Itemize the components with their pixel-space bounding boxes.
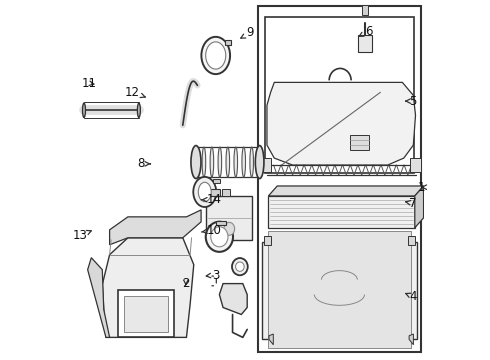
Polygon shape <box>88 258 110 337</box>
Ellipse shape <box>211 227 228 247</box>
Polygon shape <box>350 135 369 150</box>
Ellipse shape <box>236 262 244 271</box>
Bar <box>225 40 231 45</box>
Polygon shape <box>410 158 421 172</box>
Text: 14: 14 <box>201 193 222 206</box>
Bar <box>265 17 414 173</box>
Text: 4: 4 <box>406 290 416 303</box>
Polygon shape <box>269 186 423 196</box>
Ellipse shape <box>210 147 214 177</box>
Ellipse shape <box>258 147 262 177</box>
Text: 6: 6 <box>359 25 372 38</box>
Text: 3: 3 <box>206 269 220 282</box>
Text: 12: 12 <box>124 86 146 99</box>
Text: 11: 11 <box>81 77 97 90</box>
Ellipse shape <box>218 147 221 177</box>
Text: 8: 8 <box>137 157 150 170</box>
Ellipse shape <box>191 145 201 179</box>
Bar <box>213 179 220 183</box>
Polygon shape <box>262 242 417 339</box>
Ellipse shape <box>250 147 253 177</box>
Ellipse shape <box>255 145 264 179</box>
Polygon shape <box>409 334 414 345</box>
Polygon shape <box>259 158 270 172</box>
Ellipse shape <box>234 147 238 177</box>
Ellipse shape <box>138 103 140 117</box>
Ellipse shape <box>206 42 226 69</box>
Ellipse shape <box>232 258 248 275</box>
Text: 5: 5 <box>406 95 416 108</box>
Ellipse shape <box>206 222 233 252</box>
Polygon shape <box>110 210 201 245</box>
Bar <box>216 221 226 225</box>
Bar <box>258 6 421 352</box>
Polygon shape <box>119 289 174 337</box>
Ellipse shape <box>242 147 245 177</box>
Polygon shape <box>415 186 423 228</box>
Bar <box>222 189 230 196</box>
Polygon shape <box>269 196 415 228</box>
Text: 10: 10 <box>201 224 222 237</box>
Ellipse shape <box>198 182 211 202</box>
Polygon shape <box>220 284 247 315</box>
Bar <box>362 5 368 15</box>
Polygon shape <box>359 35 371 53</box>
Text: 1: 1 <box>418 181 427 194</box>
Bar <box>408 237 415 246</box>
Bar <box>210 189 220 196</box>
Ellipse shape <box>224 222 235 235</box>
Polygon shape <box>206 196 252 240</box>
Ellipse shape <box>82 103 85 117</box>
Ellipse shape <box>193 177 216 207</box>
Text: 9: 9 <box>241 27 254 40</box>
Ellipse shape <box>201 37 230 74</box>
Ellipse shape <box>226 147 230 177</box>
Text: 13: 13 <box>73 229 91 242</box>
Ellipse shape <box>202 147 206 177</box>
Text: 7: 7 <box>406 197 416 210</box>
Polygon shape <box>269 231 411 348</box>
Polygon shape <box>269 334 273 345</box>
Polygon shape <box>124 296 168 332</box>
Ellipse shape <box>194 147 198 177</box>
Polygon shape <box>267 82 416 165</box>
Bar <box>264 237 271 246</box>
Polygon shape <box>102 238 194 337</box>
Text: 2: 2 <box>182 278 190 291</box>
